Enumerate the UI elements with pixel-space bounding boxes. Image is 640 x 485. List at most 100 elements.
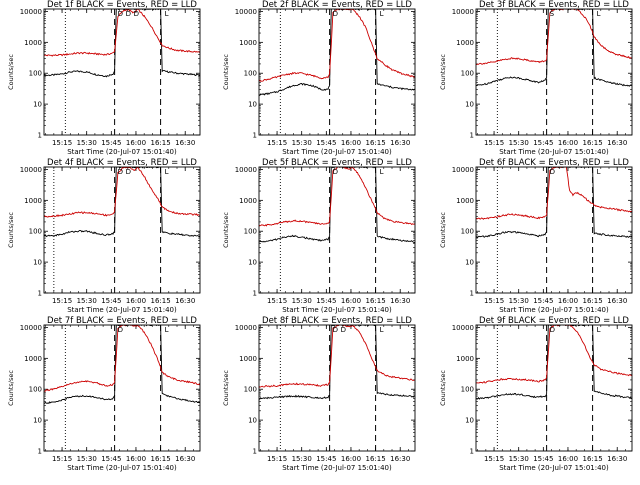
plot-area <box>44 325 200 405</box>
y-tick-label: 100 <box>29 228 42 236</box>
x-tick-label: 16:15 <box>365 297 385 305</box>
x-tick-label: 15:45 <box>533 455 553 463</box>
state-marker-label: D <box>134 10 139 18</box>
plot-frame <box>43 8 201 136</box>
x-tick-label: 16:15 <box>582 297 602 305</box>
y-axis-label: Counts/sec <box>439 370 447 406</box>
plot-frame <box>475 8 633 136</box>
x-tick-label: 15:30 <box>292 139 312 147</box>
x-tick-label: 15:45 <box>101 139 121 147</box>
x-tick-label: 15:30 <box>77 455 97 463</box>
y-tick-label: 10000 <box>20 8 42 16</box>
state-marker-label: D <box>118 326 123 334</box>
x-tick-label: 16:00 <box>341 297 361 305</box>
y-axis-label: Counts/sec <box>439 54 447 90</box>
x-axis-label: Start Time (20-Jul-07 15:01:40) <box>282 306 392 314</box>
y-tick-label: 1000 <box>239 355 257 363</box>
plot-area <box>476 167 632 239</box>
series-lld-line <box>259 167 415 227</box>
x-axis-label: Start Time (20-Jul-07 15:01:40) <box>67 148 177 156</box>
series-lld-line <box>259 9 415 82</box>
state-marker-label: L <box>380 168 384 176</box>
y-axis-label: Counts/sec <box>7 370 15 406</box>
y-tick-label: 1000 <box>239 197 257 205</box>
state-marker-label: D <box>118 10 123 18</box>
y-tick-label: 100 <box>29 70 42 78</box>
state-marker-label: L <box>597 168 601 176</box>
x-tick-label: 15:30 <box>509 455 529 463</box>
series-events-line <box>259 167 415 244</box>
y-tick-label: 1 <box>253 132 257 140</box>
x-tick-label: 16:00 <box>341 139 361 147</box>
panel-title: Det 3f BLACK = Events, RED = LLD <box>479 0 629 10</box>
x-axis-label: Start Time (20-Jul-07 15:01:40) <box>499 306 609 314</box>
y-tick-label: 10 <box>465 101 474 109</box>
x-tick-label: 16:00 <box>126 139 146 147</box>
panel-title: Det 7f BLACK = Events, RED = LLD <box>47 316 197 326</box>
x-tick-label: 16:00 <box>558 139 578 147</box>
plot-frame <box>475 166 633 294</box>
x-tick-label: 16:30 <box>390 139 410 147</box>
x-tick-label: 15:15 <box>484 297 504 305</box>
series-lld-line <box>44 167 200 218</box>
x-tick-label: 15:45 <box>101 297 121 305</box>
series-events-line <box>476 9 632 87</box>
panel-det-8: Det 8f BLACK = Events, RED = LLD Counts/s… <box>222 316 416 472</box>
panel-det-7: Det 7f BLACK = Events, RED = LLD Counts/s… <box>7 316 201 472</box>
y-axis-label: Counts/sec <box>439 212 447 248</box>
state-marker-label: L <box>597 10 601 18</box>
panel-det-1: Det 1f BLACK = Events, RED = LLD Counts/s… <box>7 0 201 156</box>
x-tick-label: 16:15 <box>365 139 385 147</box>
y-tick-label: 10 <box>465 417 474 425</box>
plot-frame <box>43 166 201 294</box>
x-tick-label: 16:15 <box>365 455 385 463</box>
series-lld-line <box>476 167 632 220</box>
y-tick-label: 10 <box>465 259 474 267</box>
x-tick-label: 15:15 <box>267 297 287 305</box>
x-tick-label: 15:15 <box>267 455 287 463</box>
y-axis-label: Counts/sec <box>222 54 230 90</box>
x-tick-label: 16:30 <box>390 297 410 305</box>
y-tick-label: 100 <box>461 228 474 236</box>
y-tick-label: 10 <box>248 101 257 109</box>
y-tick-label: 1000 <box>24 197 42 205</box>
state-marker-label: D <box>333 168 338 176</box>
panel-title: Det 9f BLACK = Events, RED = LLD <box>479 316 629 326</box>
y-tick-label: 1000 <box>24 355 42 363</box>
plot-area <box>259 9 415 96</box>
plot-frame <box>475 324 633 452</box>
y-axis-label: Counts/sec <box>7 54 15 90</box>
state-marker-label: D <box>118 168 123 176</box>
series-events-line <box>259 325 415 400</box>
y-tick-label: 1 <box>38 448 42 456</box>
y-tick-label: 10000 <box>452 8 474 16</box>
x-tick-label: 16:15 <box>150 139 170 147</box>
y-tick-label: 10 <box>248 417 257 425</box>
x-tick-label: 15:15 <box>52 139 72 147</box>
panel-det-6: Det 6f BLACK = Events, RED = LLD Counts/s… <box>439 158 633 314</box>
panel-title: Det 6f BLACK = Events, RED = LLD <box>479 158 629 168</box>
y-tick-label: 10 <box>248 259 257 267</box>
panel-title: Det 5f BLACK = Events, RED = LLD <box>262 158 412 168</box>
state-marker-label: D <box>341 326 346 334</box>
x-tick-label: 15:15 <box>52 455 72 463</box>
x-tick-label: 15:45 <box>533 139 553 147</box>
x-tick-label: 16:30 <box>175 455 195 463</box>
y-tick-label: 100 <box>244 228 257 236</box>
x-tick-label: 16:15 <box>582 139 602 147</box>
x-tick-label: 16:15 <box>150 297 170 305</box>
x-axis-label: Start Time (20-Jul-07 15:01:40) <box>282 148 392 156</box>
x-tick-label: 15:15 <box>484 139 504 147</box>
x-tick-label: 15:15 <box>52 297 72 305</box>
x-tick-label: 15:45 <box>316 297 336 305</box>
series-events-line <box>44 167 200 238</box>
y-tick-label: 10 <box>33 259 42 267</box>
panel-det-2: Det 2f BLACK = Events, RED = LLD Counts/s… <box>222 0 416 156</box>
x-axis-label: Start Time (20-Jul-07 15:01:40) <box>67 464 177 472</box>
y-axis-label: Counts/sec <box>222 212 230 248</box>
y-tick-label: 1000 <box>24 39 42 47</box>
y-tick-label: 10 <box>33 417 42 425</box>
state-marker-label: L <box>165 326 169 334</box>
y-tick-label: 1 <box>38 132 42 140</box>
